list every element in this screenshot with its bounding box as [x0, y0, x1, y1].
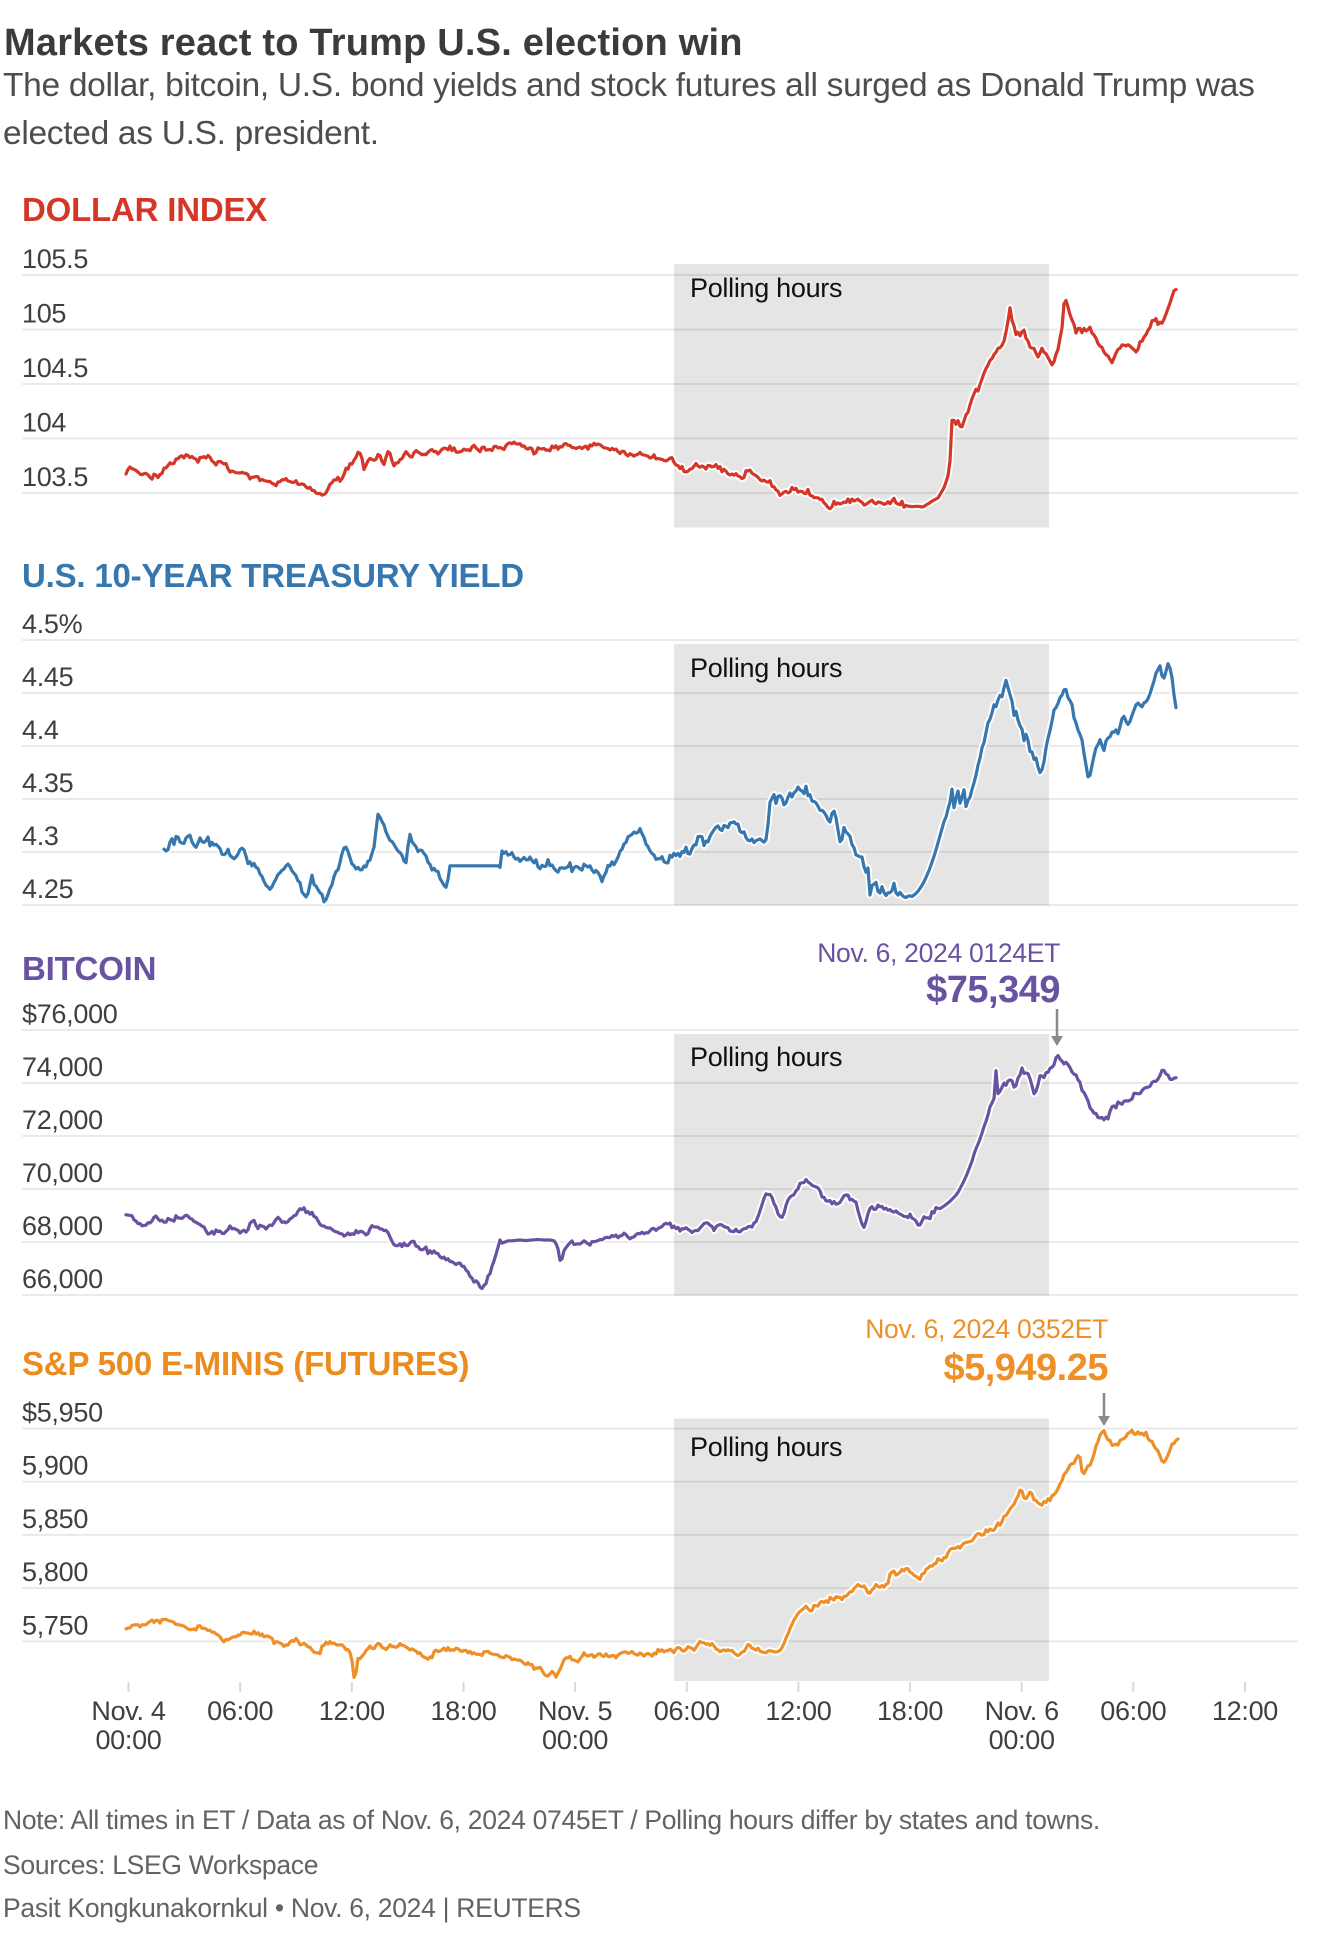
svg-text:00:00: 00:00 [989, 1725, 1055, 1755]
svg-text:Note: All times in ET / Data a: Note: All times in ET / Data as of Nov. … [3, 1805, 1100, 1835]
svg-text:4.25: 4.25 [22, 874, 73, 904]
svg-text:104: 104 [22, 408, 66, 438]
svg-text:105.5: 105.5 [22, 244, 88, 274]
svg-text:5,750: 5,750 [22, 1610, 88, 1640]
svg-text:06:00: 06:00 [1100, 1696, 1166, 1726]
svg-text:18:00: 18:00 [877, 1696, 943, 1726]
svg-text:5,850: 5,850 [22, 1504, 88, 1534]
svg-text:S&P 500 E-MINIS (FUTURES): S&P 500 E-MINIS (FUTURES) [22, 1345, 469, 1382]
svg-text:105: 105 [22, 299, 66, 329]
svg-text:$5,950: $5,950 [22, 1398, 103, 1428]
svg-text:12:00: 12:00 [765, 1696, 831, 1726]
svg-text:18:00: 18:00 [430, 1696, 496, 1726]
svg-text:00:00: 00:00 [95, 1725, 161, 1755]
svg-text:12:00: 12:00 [319, 1696, 385, 1726]
svg-text:4.45: 4.45 [22, 662, 73, 692]
svg-text:Nov. 4: Nov. 4 [91, 1696, 166, 1726]
svg-text:The dollar, bitcoin, U.S. bond: The dollar, bitcoin, U.S. bond yields an… [3, 67, 1255, 104]
svg-text:Pasit Kongkunakornkul • Nov. 6: Pasit Kongkunakornkul • Nov. 6, 2024 | R… [3, 1893, 581, 1923]
svg-text:5,800: 5,800 [22, 1557, 88, 1587]
svg-text:Nov. 6, 2024 0352ET: Nov. 6, 2024 0352ET [865, 1314, 1108, 1344]
svg-text:12:00: 12:00 [1212, 1696, 1278, 1726]
svg-text:4.5%: 4.5% [22, 609, 83, 639]
svg-text:104.5: 104.5 [22, 353, 88, 383]
svg-text:5,900: 5,900 [22, 1451, 88, 1481]
svg-text:DOLLAR INDEX: DOLLAR INDEX [22, 191, 267, 228]
svg-text:68,000: 68,000 [22, 1211, 103, 1241]
svg-text:Polling hours: Polling hours [690, 653, 842, 683]
svg-text:elected as U.S. president.: elected as U.S. president. [3, 115, 379, 152]
svg-text:103.5: 103.5 [22, 462, 88, 492]
svg-text:$5,949.25: $5,949.25 [943, 1347, 1108, 1389]
svg-text:Nov. 5: Nov. 5 [538, 1696, 612, 1726]
svg-text:Sources: LSEG Workspace: Sources: LSEG Workspace [3, 1850, 318, 1880]
svg-text:74,000: 74,000 [22, 1052, 103, 1082]
svg-text:00:00: 00:00 [542, 1725, 608, 1755]
svg-text:$75,349: $75,349 [926, 969, 1060, 1011]
svg-text:72,000: 72,000 [22, 1105, 103, 1135]
svg-text:06:00: 06:00 [654, 1696, 720, 1726]
svg-text:Nov. 6: Nov. 6 [985, 1696, 1059, 1726]
svg-text:U.S. 10-YEAR TREASURY YIELD: U.S. 10-YEAR TREASURY YIELD [22, 557, 524, 594]
svg-text:BITCOIN: BITCOIN [22, 950, 156, 987]
svg-text:$76,000: $76,000 [22, 999, 118, 1029]
svg-text:70,000: 70,000 [22, 1158, 103, 1188]
svg-text:Nov. 6, 2024 0124ET: Nov. 6, 2024 0124ET [817, 938, 1060, 968]
svg-text:Polling hours: Polling hours [690, 1042, 842, 1072]
svg-text:Markets react to Trump U.S. el: Markets react to Trump U.S. election win [4, 22, 743, 64]
svg-text:66,000: 66,000 [22, 1264, 103, 1294]
svg-text:4.3: 4.3 [22, 821, 59, 851]
svg-text:Polling hours: Polling hours [690, 273, 842, 303]
svg-text:Polling hours: Polling hours [690, 1432, 842, 1462]
svg-text:4.4: 4.4 [22, 715, 59, 745]
svg-text:4.35: 4.35 [22, 768, 73, 798]
svg-text:06:00: 06:00 [207, 1696, 273, 1726]
